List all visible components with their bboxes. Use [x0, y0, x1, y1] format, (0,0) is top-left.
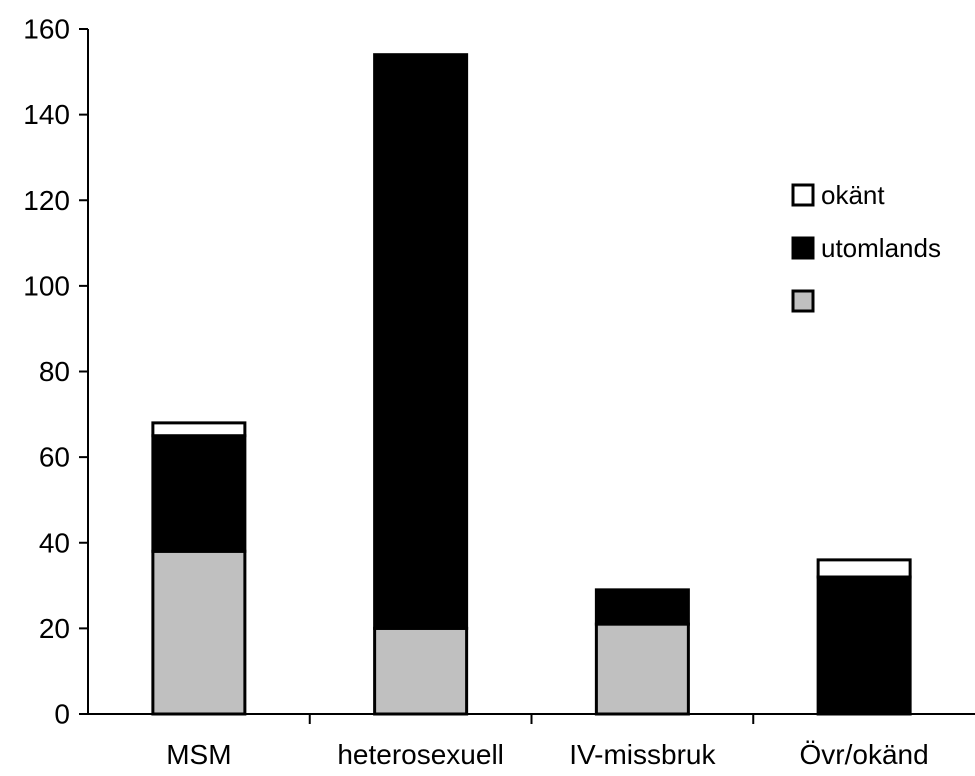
bar-segment-series-0: [151, 549, 247, 716]
bar-segment-series-0: [594, 622, 690, 716]
legend-label: okänt: [821, 180, 885, 210]
bar-segment-utomlands: [816, 575, 912, 716]
y-tick-label: 0: [54, 699, 70, 730]
y-tick-label: 120: [23, 185, 70, 216]
legend-swatch: [791, 236, 815, 260]
bar-segment-utomlands: [594, 588, 690, 626]
y-tick-label: 80: [39, 356, 70, 387]
y-tick-label: 160: [23, 14, 70, 45]
y-tick-label: 100: [23, 270, 70, 301]
y-tick-label: 60: [39, 442, 70, 473]
labels: 0 20 40 60 80 100 120 140 160 MSM heterosexuell IV-…: [23, 14, 928, 771]
x-category-label: heterosexuell: [337, 739, 504, 770]
bar-segment-series-0: [373, 626, 469, 716]
x-category-label: MSM: [166, 739, 231, 770]
y-tick-label: 40: [39, 527, 70, 558]
bar-segment-okänt: [816, 558, 912, 579]
y-tick-label: 20: [39, 613, 70, 644]
bar-segment-utomlands: [373, 53, 469, 630]
legend-swatch: [791, 289, 815, 313]
bar-segment-okänt: [151, 421, 247, 438]
legend: okänt utomlands: [791, 180, 941, 313]
bars: [151, 53, 912, 716]
x-category-label: IV-missbruk: [569, 739, 716, 770]
bar-segment-utomlands: [151, 434, 247, 553]
legend-swatch: [791, 183, 815, 207]
legend-label: utomlands: [821, 233, 941, 263]
x-category-label: Övr/okänd: [800, 739, 929, 770]
y-tick-label: 140: [23, 99, 70, 130]
